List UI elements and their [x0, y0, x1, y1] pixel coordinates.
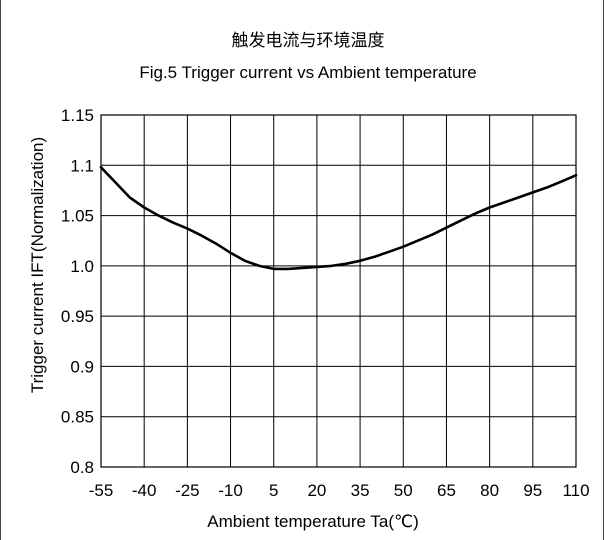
trigger-current-line	[99, 166, 578, 271]
x-tick-label: 110	[562, 481, 589, 500]
x-tick-label: 50	[394, 481, 413, 500]
x-tick-label: -55	[89, 481, 114, 500]
x-tick-label: -40	[132, 481, 157, 500]
y-tick-label: 1.1	[70, 156, 94, 175]
chart-title: 触发电流与环境温度	[232, 31, 385, 50]
x-tick-label: 95	[523, 481, 542, 500]
chart-grid	[100, 114, 577, 468]
x-tick-label: 5	[269, 481, 278, 500]
y-tick-label: 0.95	[61, 307, 94, 326]
chart-series	[99, 166, 578, 271]
y-tick-label: 1.15	[61, 106, 94, 125]
x-tick-label: -25	[175, 481, 200, 500]
y-tick-label: 1.05	[61, 207, 94, 226]
chart-subtitle: Fig.5 Trigger current vs Ambient tempera…	[139, 63, 476, 82]
x-axis-label: Ambient temperature Ta(℃)	[207, 512, 419, 531]
y-tick-label: 0.8	[70, 458, 94, 477]
y-axis-label: Trigger current IFT(Normalization)	[28, 137, 47, 393]
chart-tick-labels: -55 -40 -25 -10 5 20 35 50 65 80 95 110 0.8 0.85 0.9 0.…	[61, 106, 590, 500]
x-tick-label: -10	[218, 481, 243, 500]
plot-area-border	[100, 114, 577, 468]
y-tick-label: 1.0	[70, 257, 94, 276]
x-tick-label: 20	[307, 481, 326, 500]
x-tick-label: 65	[437, 481, 456, 500]
x-tick-label: 80	[480, 481, 499, 500]
x-tick-label: 35	[351, 481, 370, 500]
y-tick-label: 0.9	[70, 357, 94, 376]
y-tick-label: 0.85	[61, 408, 94, 427]
